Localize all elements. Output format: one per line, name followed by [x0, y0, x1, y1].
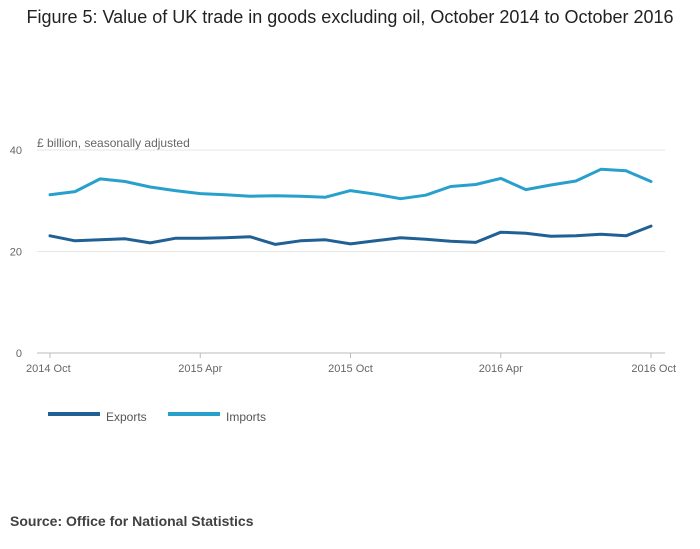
- series-line-imports: [48, 167, 653, 201]
- legend-item-imports[interactable]: Imports: [168, 410, 266, 424]
- x-tick-label: 2016 Apr: [479, 363, 523, 375]
- y-tick-label-20: 20: [10, 247, 22, 259]
- legend-label: Exports: [106, 410, 147, 424]
- x-axis: 2014 Oct 2015 Apr 2015 Oct 2016 Apr 2016 Oct: [26, 353, 676, 375]
- x-tick-label: 2015 Apr: [178, 363, 222, 375]
- series-line-exports: [48, 224, 653, 246]
- legend-label: Imports: [226, 410, 266, 424]
- legend[interactable]: Exports Imports: [48, 410, 266, 424]
- x-tick-label: 2016 Oct: [631, 363, 676, 375]
- chart-title: Figure 5: Value of UK trade in goods exc…: [26, 7, 674, 27]
- y-axis-ticks: 0 20 40: [10, 145, 22, 360]
- source-note: Source: Office for National Statistics: [10, 513, 254, 529]
- x-tick-label: 2014 Oct: [26, 363, 71, 375]
- series-lines: [48, 167, 653, 246]
- y-tick-label-0: 0: [16, 348, 22, 360]
- x-tick-label: 2015 Oct: [328, 363, 373, 375]
- legend-item-exports[interactable]: Exports: [48, 410, 147, 424]
- y-axis-label: £ billion, seasonally adjusted: [37, 136, 190, 150]
- y-tick-label-40: 40: [10, 145, 22, 157]
